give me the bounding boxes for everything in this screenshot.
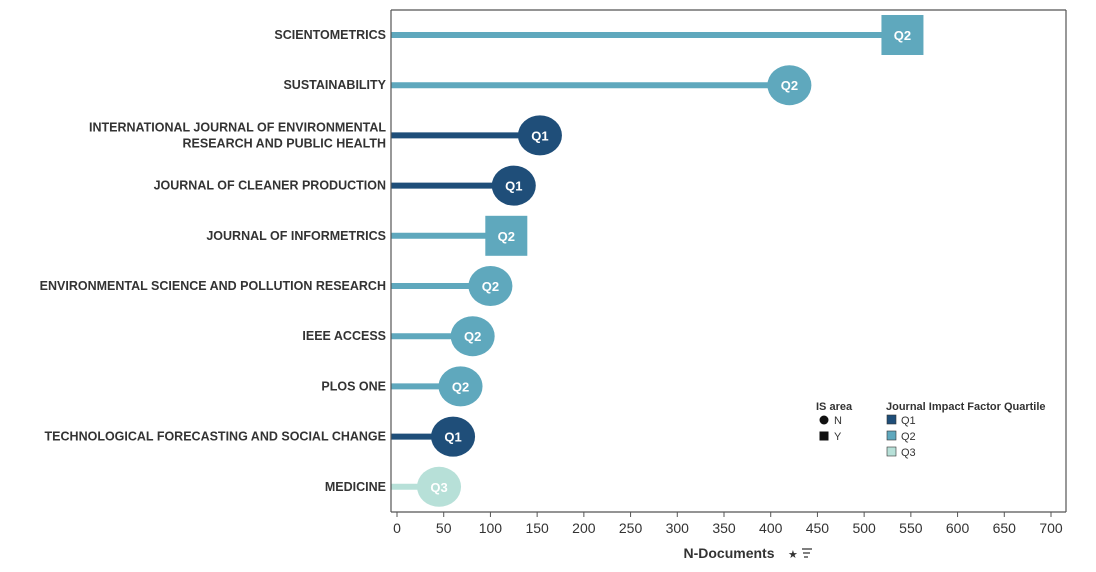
legend-circle-swatch (819, 415, 829, 425)
legend-color-label: Q2 (901, 431, 916, 443)
legend-shape-label: Y (834, 431, 842, 443)
marker-label: Q2 (781, 78, 798, 93)
marker-label: Q2 (482, 279, 499, 294)
x-axis-title: N-Documents (683, 545, 774, 561)
square-marker (485, 215, 528, 256)
legend: IS area NY Journal Impact Factor Quartile Q… (816, 401, 1046, 459)
marker-label: Q2 (498, 229, 515, 244)
marker-label: Q1 (531, 128, 548, 143)
x-tick-label-100: 100 (479, 520, 503, 536)
x-tick-label-550: 550 (899, 520, 923, 536)
legend-color-swatch (886, 414, 897, 425)
x-tick-label-650: 650 (993, 520, 1017, 536)
x-tick-label-250: 250 (619, 520, 643, 536)
category-labels: SCIENTOMETRICS SUSTAINABILITY INTERNATIONA… (40, 28, 387, 494)
x-tick-label-600: 600 (946, 520, 970, 536)
circle-marker (450, 316, 495, 357)
legend-square-swatch (819, 431, 829, 441)
x-axis: 0 50 100 150 200 250 300 350 400 450 500 550 600 650 7… (390, 9, 1067, 561)
category-label: IEEE ACCESS (302, 329, 386, 343)
circle-marker (517, 115, 562, 156)
sort-icon (802, 548, 812, 558)
markers: Q2 Q2 Q1 Q1 Q2 Q2 Q2 Q2 Q1 Q3 (417, 15, 924, 507)
marker-label: Q2 (452, 379, 469, 394)
x-tick-label-150: 150 (525, 520, 549, 536)
x-tick-label-700: 700 (1039, 520, 1063, 536)
legend-color-label: Q1 (901, 415, 916, 427)
circle-marker (468, 266, 513, 306)
square-marker (881, 15, 924, 55)
category-label: JOURNAL OF INFORMETRICS (206, 229, 386, 243)
legend-color-title: Journal Impact Factor Quartile (886, 401, 1046, 413)
category-label: SUSTAINABILITY (283, 78, 386, 92)
category-label: ENVIRONMENTAL SCIENCE AND POLLUTION RESE… (40, 279, 386, 293)
circle-marker (767, 65, 812, 106)
x-tick-label-500: 500 (852, 520, 876, 536)
x-tick-label-200: 200 (572, 520, 596, 536)
x-tick-label-300: 300 (666, 520, 690, 536)
legend-color-label: Q3 (901, 447, 916, 459)
stems (391, 32, 903, 490)
category-label: SCIENTOMETRICS (274, 28, 386, 42)
circle-marker (491, 165, 536, 206)
marker-label: Q3 (430, 480, 447, 495)
pin-icon: ★ (788, 549, 798, 561)
circle-marker (438, 366, 483, 407)
x-tick-label-50: 50 (436, 520, 452, 536)
circle-marker (431, 416, 476, 457)
x-tick-label-350: 350 (712, 520, 736, 536)
x-tick-label-450: 450 (806, 520, 830, 536)
x-tick-label-0: 0 (393, 520, 401, 536)
marker-label: Q1 (444, 430, 461, 445)
x-tick-label-400: 400 (759, 520, 783, 536)
category-label: TECHNOLOGICAL FORECASTING AND SOCIAL CHA… (45, 430, 386, 444)
legend-color-swatch (886, 430, 897, 441)
category-label: PLOS ONE (321, 379, 386, 393)
marker-label: Q1 (505, 179, 522, 194)
legend-shape-title: IS area (816, 401, 853, 413)
category-label: INTERNATIONAL JOURNAL OF ENVIRONMENTAL RE… (89, 120, 386, 150)
category-label: MEDICINE (325, 480, 386, 494)
category-label: JOURNAL OF CLEANER PRODUCTION (154, 179, 386, 193)
marker-label: Q2 (464, 329, 481, 344)
legend-shape-label: N (834, 415, 842, 427)
legend-color-swatch (886, 446, 897, 457)
marker-label: Q2 (894, 28, 911, 43)
circle-marker (417, 466, 462, 507)
